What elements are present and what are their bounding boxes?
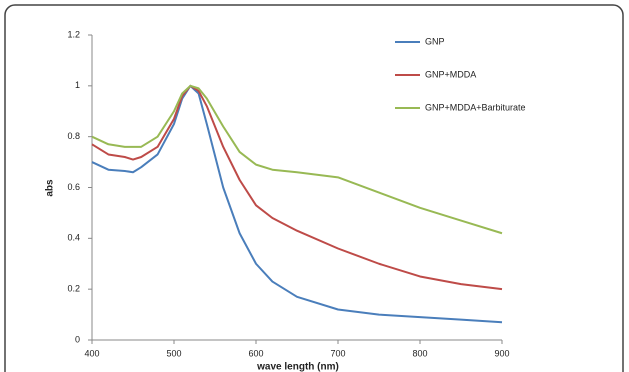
y-tick-label: 0.8 (67, 131, 80, 141)
x-axis-label: wave length (nm) (256, 362, 339, 372)
y-axis-label: abs (45, 179, 56, 197)
y-tick-label: 0 (75, 334, 80, 344)
y-tick-label: 1 (75, 80, 80, 90)
legend-label: GNP+MDDA (425, 69, 476, 79)
x-tick-label: 500 (166, 348, 181, 358)
frame (4, 4, 624, 372)
series-line (91, 84, 503, 291)
x-tick-label: 600 (248, 348, 263, 358)
x-tick-label: 900 (494, 348, 509, 358)
y-tick-label: 0.4 (67, 233, 80, 243)
legend-label: GNP+MDDA+Barbiturate (425, 102, 526, 112)
legend-label: GNP (425, 36, 445, 46)
y-tick-label: 1.2 (67, 29, 80, 39)
y-tick-label: 0.6 (67, 182, 80, 192)
x-tick-label: 800 (412, 348, 427, 358)
x-tick-label: 700 (330, 348, 345, 358)
x-tick-label: 400 (84, 348, 99, 358)
series-line (91, 84, 503, 235)
y-tick-label: 0.2 (67, 284, 80, 294)
series-line (91, 84, 503, 324)
